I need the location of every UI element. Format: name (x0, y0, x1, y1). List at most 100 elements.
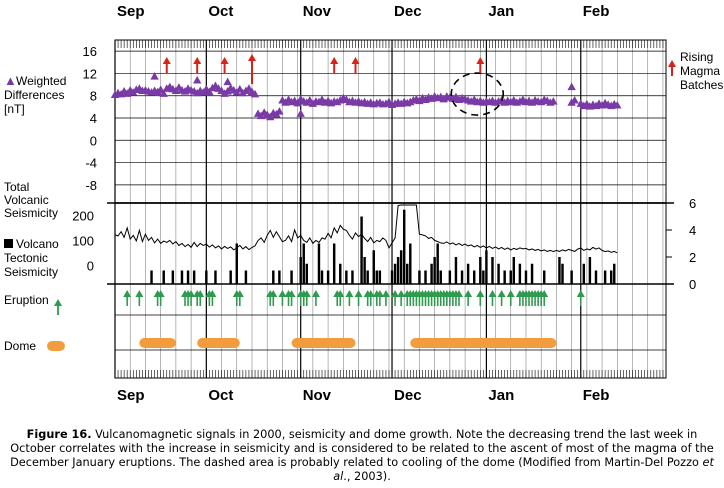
mag-data-point (205, 87, 214, 96)
vt-bar (192, 270, 196, 284)
eruption-arrow-head (235, 290, 244, 297)
eruption-arrow-head (476, 290, 485, 297)
total-tick-label: 100 (72, 233, 94, 248)
vt-bar (472, 270, 476, 284)
vt-bar (375, 270, 379, 284)
eruption-arrow-head (135, 290, 144, 297)
vt-bar (609, 270, 613, 284)
vt-seismicity-label: Volcano (16, 237, 59, 251)
vt-tick-label: 2 (689, 250, 696, 265)
eruption-arrow-head (497, 290, 506, 297)
vt-bar (439, 270, 442, 284)
mag-tick-label: 8 (90, 89, 97, 104)
vt-tick-label: 0 (689, 277, 696, 292)
eruption-arrow-head (576, 290, 585, 297)
vt-bar (393, 263, 397, 284)
mag-data-point (570, 95, 579, 104)
vt-bar (186, 270, 190, 284)
vt-bar (406, 263, 409, 284)
eruption-arrow-head (336, 290, 345, 297)
vt-bar (363, 257, 366, 284)
vt-bar (180, 270, 184, 284)
dome-label: Dome (4, 339, 36, 353)
vt-bar (530, 263, 534, 284)
vt-bar (399, 250, 403, 284)
month-label-bottom: Jan (488, 387, 514, 404)
mag-tick-label: -8 (85, 178, 97, 193)
month-label-top: Dec (394, 3, 422, 20)
vt-bar (424, 270, 427, 284)
vt-bar (345, 270, 348, 284)
eruption-arrow-head (208, 290, 217, 297)
vt-bar (302, 243, 305, 284)
total-tick-label: 200 (72, 208, 94, 223)
eruption-arrow-head (354, 290, 363, 297)
mag-legend-label: [nT] (4, 102, 25, 116)
vt-bar (339, 263, 342, 284)
eruption-arrow-head (366, 290, 375, 297)
vt-bar (582, 263, 586, 284)
month-label-bottom: Dec (394, 387, 422, 404)
mag-tick-label: 12 (83, 66, 97, 81)
total-seismicity-label: Total (4, 180, 29, 194)
dome-interval (197, 338, 240, 348)
magma-arrow-head (476, 57, 485, 64)
dome-interval (139, 338, 176, 348)
vt-bar (509, 270, 512, 284)
vt-bar (479, 257, 482, 284)
month-label-top: Jan (488, 3, 514, 20)
mag-tick-label: -4 (85, 156, 97, 171)
mag-tick-label: 16 (83, 44, 97, 59)
total-seismicity-line (114, 204, 618, 254)
vt-bar (378, 270, 382, 284)
magma-arrow-head (220, 57, 229, 64)
vt-bar (433, 257, 436, 284)
vt-bar (360, 216, 363, 284)
vt-bar (418, 270, 421, 284)
eruption-arrow-head (156, 290, 165, 297)
vt-bar (290, 270, 293, 284)
eruption-arrow-head (488, 290, 497, 297)
vt-bar (396, 257, 400, 284)
vt-bar (150, 270, 153, 284)
magma-legend-label: Magma (680, 64, 720, 78)
mag-legend-marker: ▲ (4, 73, 17, 88)
vt-bar (272, 270, 275, 284)
vt-bar (543, 270, 546, 284)
vt-legend-marker (4, 239, 13, 248)
eruption-arrow-head (454, 290, 463, 297)
month-label-top: Oct (208, 3, 233, 20)
mag-tick-label: 4 (90, 111, 97, 126)
mag-data-point (192, 75, 202, 84)
plot-frame (114, 39, 667, 379)
eruption-arrow-head (302, 290, 311, 297)
magma-arrow-head (351, 57, 360, 64)
vt-bar (235, 243, 238, 284)
caption-et-al: et al (333, 456, 714, 483)
vt-bar (299, 257, 302, 284)
vt-bar (278, 270, 281, 284)
vt-bar (317, 243, 321, 284)
magma-arrow-head (162, 57, 171, 64)
vt-bar (229, 270, 232, 284)
vt-bar (305, 263, 309, 284)
vt-bar (430, 263, 433, 284)
mag-data-point (250, 89, 260, 98)
month-label-bottom: Nov (303, 387, 332, 404)
caption-text: Vulcanomagnetic signals in 2000, seismic… (10, 428, 714, 469)
vt-bar (485, 250, 488, 284)
month-label-bottom: Oct (208, 387, 233, 404)
eruption-arrow-head (391, 290, 400, 297)
mag-data-point (567, 82, 576, 91)
magma-arrow-head (330, 57, 339, 64)
vt-bar (351, 270, 354, 284)
vt-seismicity-label: Tectonic (4, 251, 48, 265)
mag-legend-label: Weighted (16, 74, 66, 88)
vt-bar (244, 270, 248, 284)
month-label-top: Sep (117, 3, 145, 20)
vt-bar (561, 263, 564, 284)
figure-caption: Figure 16. Vulcanomagnetic signals in 20… (6, 428, 718, 484)
vt-bar (466, 263, 470, 284)
mag-data-point (613, 100, 622, 109)
caption-tail: ., 2003). (343, 470, 391, 483)
